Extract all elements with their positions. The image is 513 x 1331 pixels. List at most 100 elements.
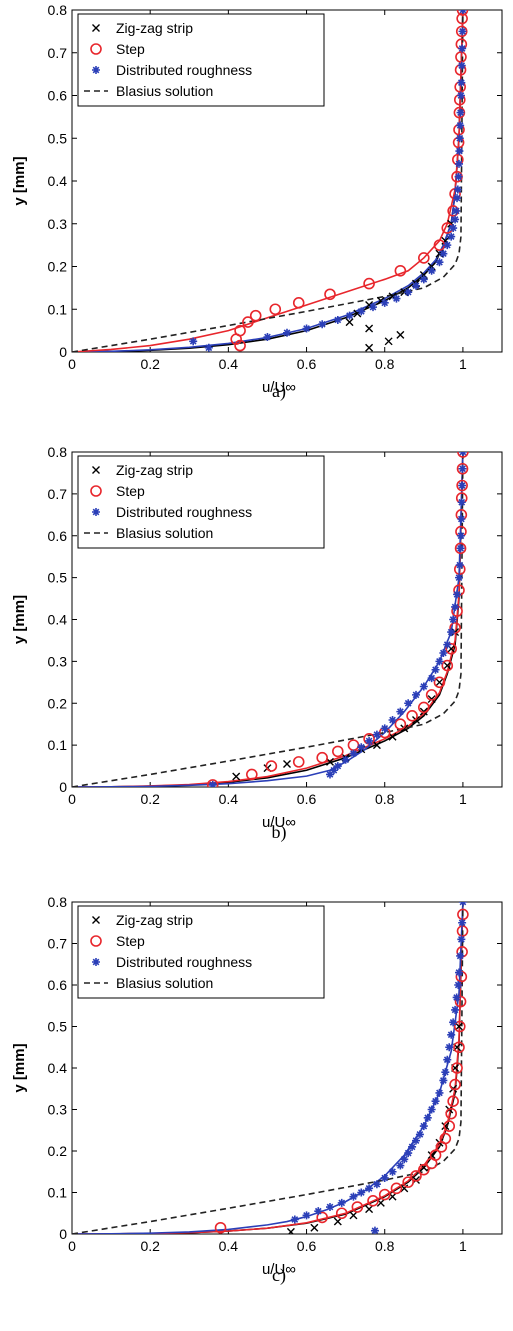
point-step — [433, 676, 446, 689]
y-tick-label: 0.5 — [48, 570, 68, 586]
point-distributed-roughness — [458, 918, 467, 927]
point-distributed-roughness — [449, 224, 458, 233]
point-distributed-roughness — [419, 275, 428, 284]
point-distributed-roughness — [333, 762, 342, 771]
plot-area — [72, 902, 469, 1234]
y-tick-label: 0.4 — [48, 173, 68, 189]
point-step — [418, 701, 430, 714]
point-distributed-roughness — [404, 699, 413, 708]
point-distributed-roughness — [451, 215, 460, 224]
point-distributed-roughness — [453, 185, 462, 194]
point-step — [335, 1207, 348, 1220]
point-distributed-roughness — [314, 1207, 323, 1216]
point-distributed-roughness — [431, 1097, 440, 1106]
y-axis-label: y [mm] — [11, 595, 28, 644]
legend-box — [77, 455, 325, 549]
x-tick-label: 0.6 — [297, 356, 317, 372]
point-distributed-roughness — [427, 674, 436, 683]
point-step — [394, 718, 407, 730]
point-step — [447, 1095, 459, 1107]
series-line-distributed-roughness-fit — [72, 902, 464, 1234]
point-step — [234, 339, 246, 352]
panel-caption: b) — [272, 822, 287, 843]
point-step — [206, 779, 219, 787]
point-step — [457, 452, 469, 458]
x-tick-label: 1 — [459, 356, 467, 372]
point-zig-zag-strip — [365, 1205, 374, 1214]
y-tick-label: 0.3 — [48, 653, 68, 669]
x-tick-label: 0.4 — [219, 791, 239, 807]
point-step — [451, 1062, 463, 1074]
point-distributed-roughness — [283, 328, 291, 337]
point-zig-zag-strip — [365, 324, 374, 333]
legend-label: Zig-zag strip — [116, 912, 193, 928]
legend-label: Distributed roughness — [116, 62, 252, 78]
point-distributed-roughness — [445, 1043, 454, 1052]
point-distributed-roughness — [458, 27, 467, 36]
point-step — [454, 542, 467, 555]
legend: Zig-zag strip Step Distributed roughness Bl… — [77, 905, 325, 999]
point-zig-zag-strip — [396, 330, 405, 339]
point-step — [443, 1120, 456, 1132]
point-distributed-roughness — [439, 649, 448, 657]
point-distributed-roughness — [318, 320, 327, 329]
point-step — [439, 1132, 452, 1145]
point-zig-zag-strip — [384, 337, 393, 346]
point-distributed-roughness — [452, 993, 461, 1002]
y-tick-label: 0.8 — [48, 2, 68, 18]
point-distributed-roughness — [372, 1180, 381, 1189]
legend-box — [77, 13, 325, 107]
point-distributed-roughness — [357, 307, 366, 316]
y-tick-label: 0.4 — [48, 1060, 68, 1076]
point-distributed-roughness — [439, 1076, 448, 1085]
point-distributed-roughness — [456, 91, 465, 100]
point-distributed-roughness — [454, 981, 463, 989]
x-tick-label: 0.2 — [140, 1238, 160, 1254]
point-distributed-roughness — [396, 1161, 405, 1170]
point-step — [214, 1221, 227, 1234]
legend-swatch — [90, 935, 102, 947]
point-distributed-roughness — [380, 724, 389, 733]
point-distributed-roughness — [380, 298, 389, 307]
x-tick-label: 1 — [459, 1238, 467, 1254]
point-step — [402, 1176, 414, 1188]
point-distributed-roughness — [431, 665, 440, 674]
legend-label: Blasius solution — [116, 525, 213, 541]
point-step — [292, 297, 305, 309]
point-step — [249, 309, 262, 322]
point-distributed-roughness — [365, 736, 374, 745]
point-distributed-roughness — [457, 935, 466, 944]
point-distributed-roughness — [208, 780, 217, 787]
point-zig-zag-strip — [435, 678, 444, 687]
point-distributed-roughness — [435, 1088, 444, 1097]
point-distributed-roughness — [415, 1130, 424, 1139]
point-zig-zag-strip — [349, 1211, 358, 1220]
point-distributed-roughness — [370, 1226, 379, 1234]
point-step — [456, 10, 469, 16]
point-step — [265, 760, 278, 772]
panel-caption: c) — [272, 1265, 286, 1286]
point-distributed-roughness — [458, 902, 467, 906]
point-zig-zag-strip — [372, 741, 381, 750]
point-distributed-roughness — [329, 766, 338, 775]
point-step — [449, 622, 461, 634]
point-step — [246, 768, 258, 781]
point-distributed-roughness — [455, 147, 464, 156]
y-tick-label: 0 — [59, 344, 67, 360]
point-step — [425, 689, 438, 701]
point-step — [234, 324, 246, 337]
x-axis-label: u/U∞ — [262, 814, 296, 831]
plot-area — [72, 10, 469, 352]
chart-panel-b: 0 0.2 0.4 0.6 0.8 1 0 0.1 0.2 0.3 0.4 0.5 0.6 0.7 0.8 y… — [11, 444, 503, 843]
x-tick-label: 0.2 — [140, 356, 160, 372]
point-distributed-roughness — [455, 968, 463, 977]
legend-swatch — [92, 958, 100, 966]
point-distributed-roughness — [326, 1203, 334, 1212]
point-distributed-roughness — [419, 1122, 428, 1131]
x-tick-label: 0.4 — [219, 1238, 239, 1254]
point-distributed-roughness — [412, 690, 420, 699]
point-step — [324, 288, 336, 301]
y-tick-label: 0.1 — [48, 737, 68, 753]
y-tick-label: 0.2 — [48, 1143, 68, 1159]
y-tick-label: 0.3 — [48, 216, 68, 232]
